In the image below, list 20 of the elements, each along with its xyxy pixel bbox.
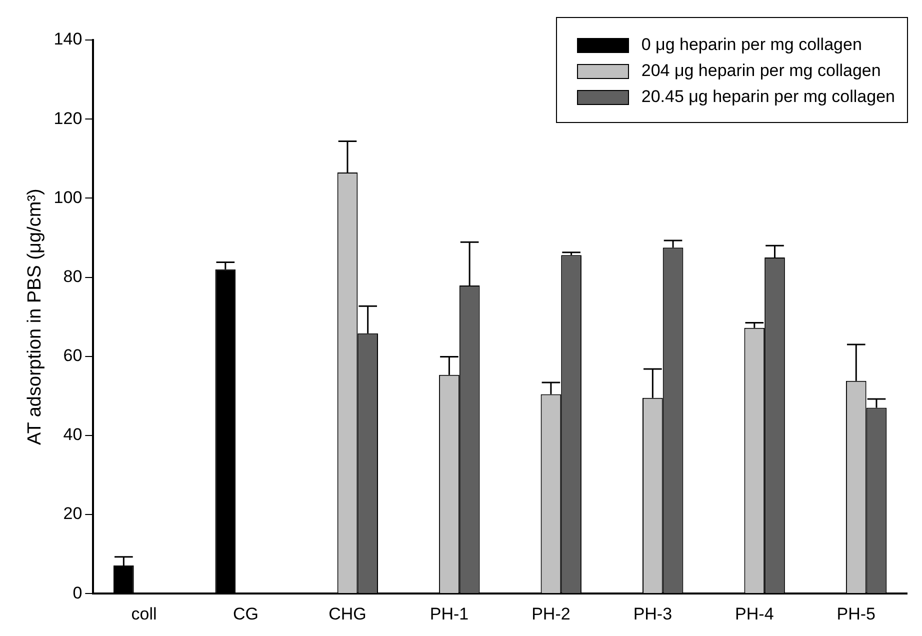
x-tick-label: PH-5: [836, 604, 876, 624]
y-axis-title: AT adsorption in PBS (μg/cm³): [24, 188, 46, 445]
x-tick-label: PH-3: [633, 604, 672, 624]
y-tick-label: 40: [63, 425, 82, 444]
x-tick-label: coll: [131, 604, 157, 624]
legend-label: 20.45 μg heparin per mg collagen: [641, 87, 895, 107]
y-tick-label: 0: [72, 583, 82, 602]
y-tick-label: 100: [54, 188, 82, 207]
y-tick-label: 60: [63, 346, 82, 366]
y-tick-label: 120: [54, 108, 82, 128]
x-tick-label: PH-4: [735, 604, 774, 624]
legend-label: 204 μg heparin per mg collagen: [641, 61, 881, 81]
x-tick-label: CHG: [328, 604, 366, 624]
legend-label: 0 μg heparin per mg collagen: [641, 35, 862, 55]
x-tick-label: PH-1: [430, 604, 469, 624]
y-tick-label: 20: [63, 504, 82, 524]
x-tick-label: PH-2: [532, 604, 570, 624]
x-tick-label: CG: [233, 604, 259, 624]
y-tick-label: 80: [63, 266, 82, 286]
y-tick-label: 140: [54, 30, 82, 49]
